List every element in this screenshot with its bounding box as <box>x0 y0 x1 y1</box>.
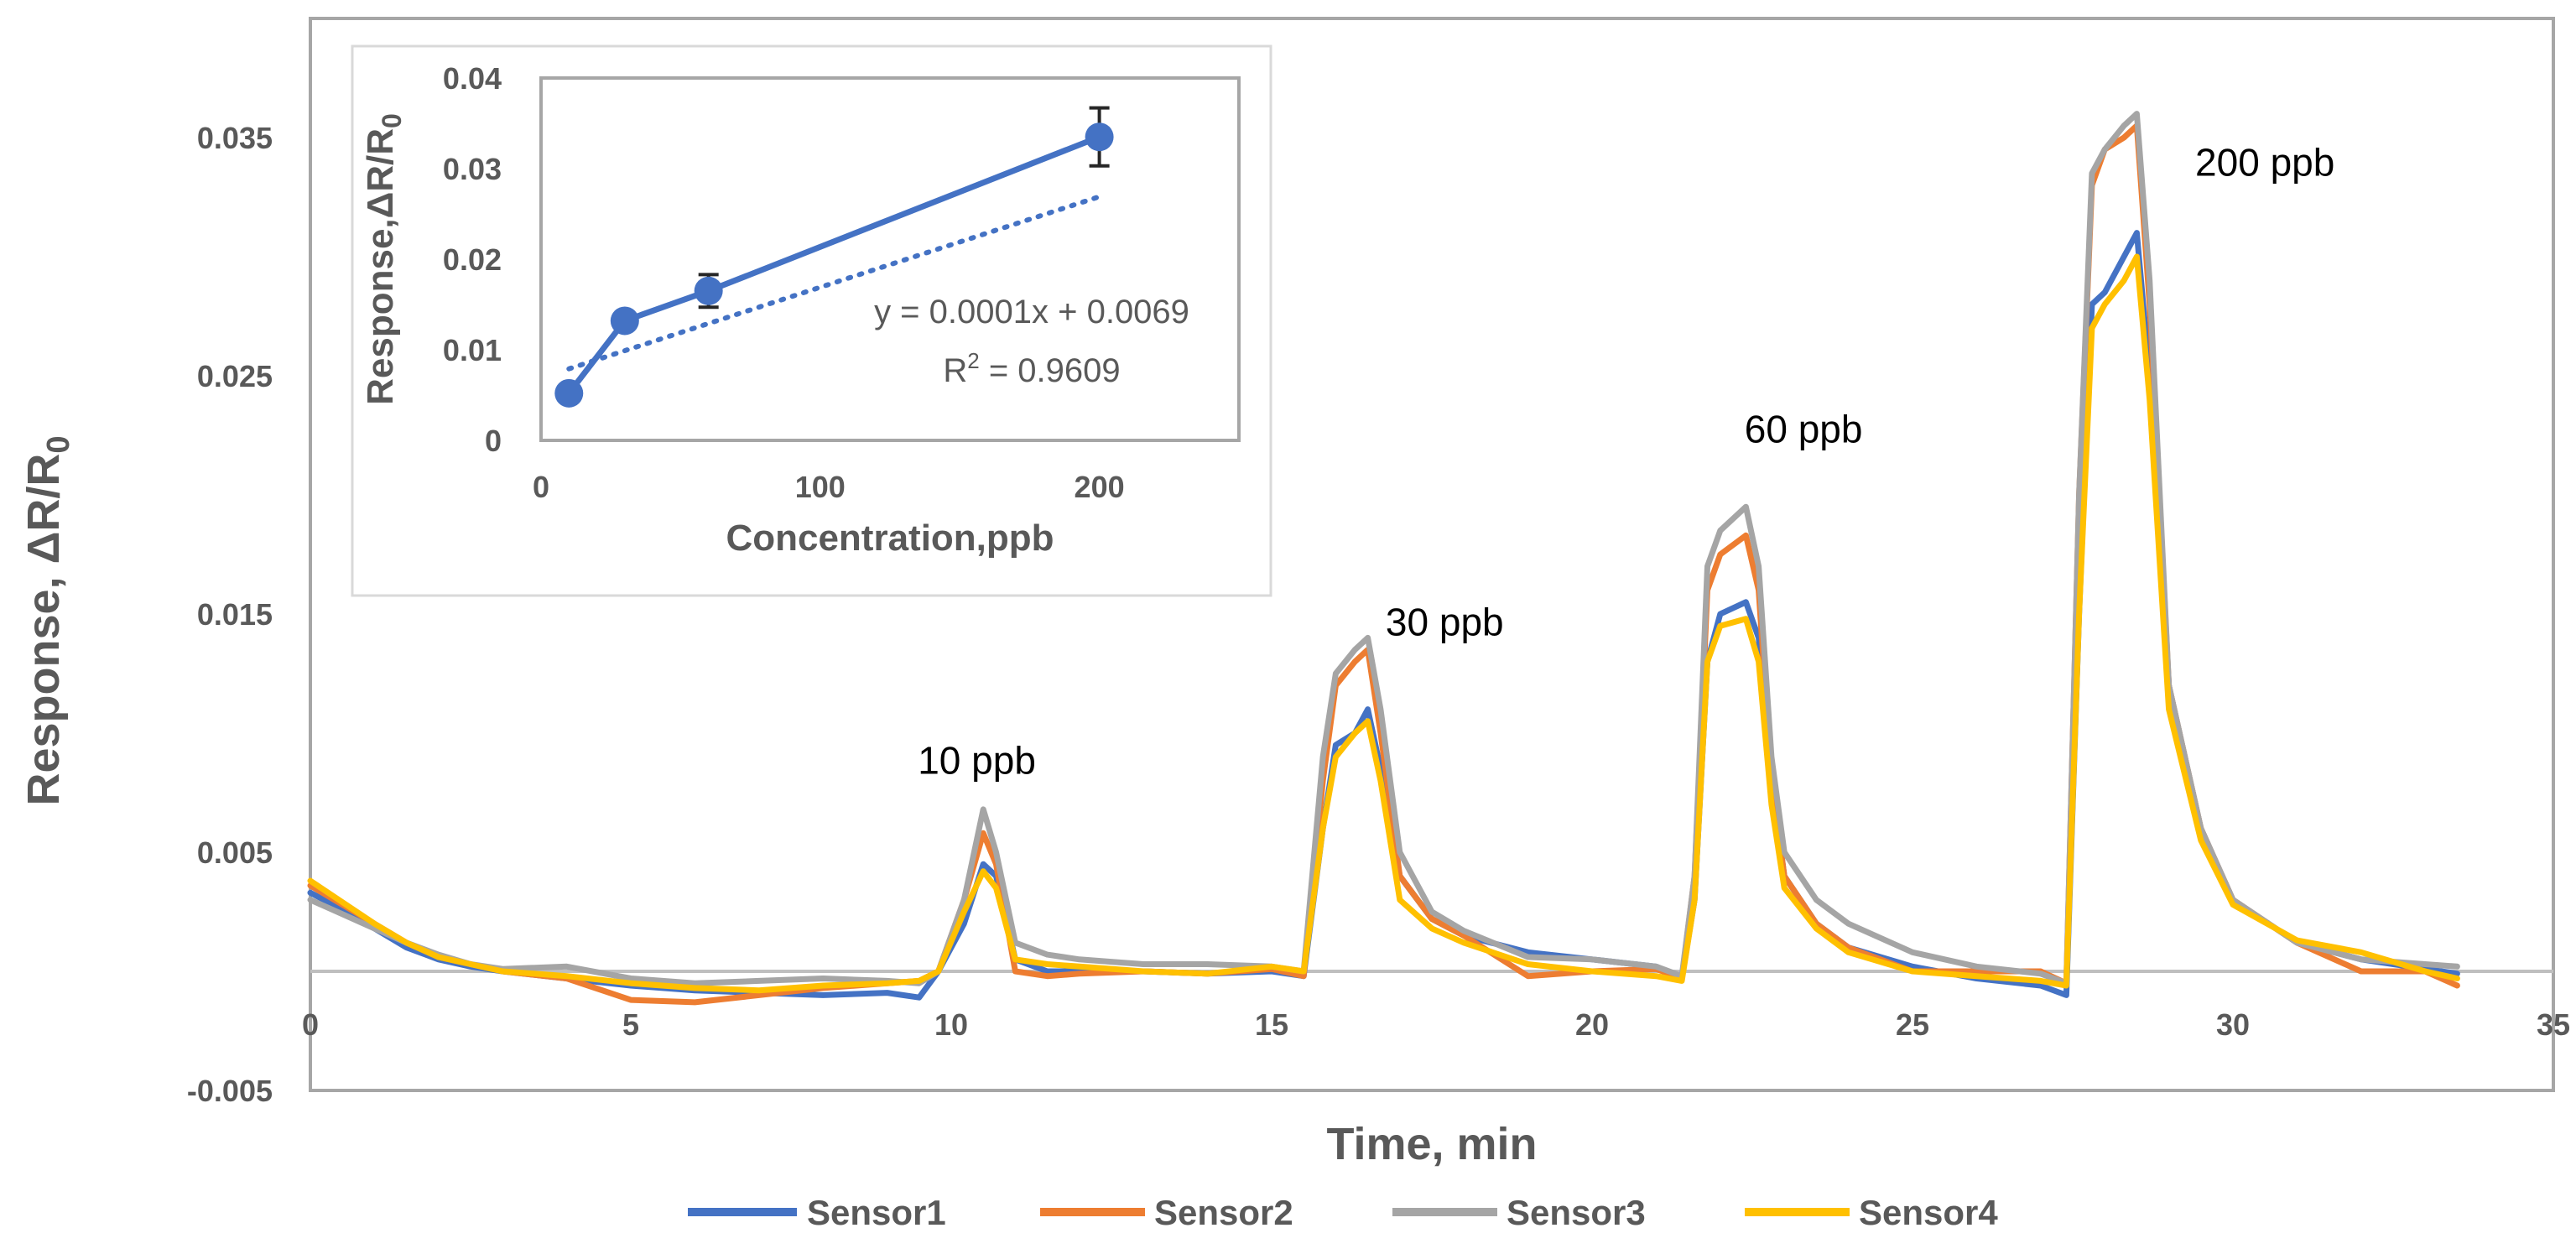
legend-label-sensor2: Sensor2 <box>1154 1193 1293 1232</box>
linear-trendline <box>566 194 1102 372</box>
data-point <box>610 306 639 336</box>
main-y-tick-label: 0.005 <box>197 835 273 870</box>
main-x-tick-label: 10 <box>934 1007 968 1042</box>
main-x-tick-label: 15 <box>1255 1007 1288 1042</box>
main-y-axis-title-subscript: 0 <box>41 435 76 453</box>
legend-label-sensor4: Sensor4 <box>1859 1193 1998 1232</box>
r-squared-value: = 0.9609 <box>980 352 1121 389</box>
calibration-line <box>566 133 1101 395</box>
inset-y-axis-title-subscript: 0 <box>377 113 407 128</box>
main-y-axis-title-text: Response, ΔR/R <box>18 454 69 806</box>
inset-x-tick-label: 0 <box>533 470 549 504</box>
inset-x-tick-label: 200 <box>1075 470 1125 504</box>
legend-item-sensor4[interactable]: Sensor4 <box>1745 1193 1998 1232</box>
main-y-axis-title: Response, ΔR/R0 <box>18 435 76 805</box>
r-squared-prefix: R <box>943 352 967 389</box>
data-point <box>1085 122 1114 152</box>
inset-plot-layer: 0 100 200 0 0.01 0.02 0.03 0.04 <box>443 61 1125 504</box>
main-x-tick-label: 0 <box>302 1007 319 1042</box>
main-x-tick-label: 35 <box>2537 1007 2570 1042</box>
inset-y-tick-label: 0.04 <box>443 61 502 96</box>
legend: Sensor1 Sensor2 Sensor3 Sensor4 <box>688 1193 1998 1232</box>
inset-y-axis-title: Response,ΔR/R0 <box>360 113 407 405</box>
main-y-tick-label: 0.035 <box>197 121 273 155</box>
data-point <box>694 276 723 305</box>
inset-y-axis-title-text: Response,ΔR/R <box>360 128 401 405</box>
series-line-sensor4 <box>307 253 2460 994</box>
main-plot-layer: 0 5 10 15 20 25 30 35-0.0050.0050.0150.0250.035… <box>187 111 2570 1108</box>
legend-item-sensor3[interactable]: Sensor3 <box>1392 1193 1646 1232</box>
inset-y-tick-label: 0.02 <box>443 242 502 277</box>
data-point <box>554 378 584 408</box>
inset-y-tick-label: 0.01 <box>443 333 502 367</box>
inset-x-tick-label: 100 <box>795 470 846 504</box>
inset-x-axis-title: Concentration,ppb <box>726 518 1054 559</box>
main-x-tick-label: 20 <box>1575 1007 1609 1042</box>
legend-label-sensor1: Sensor1 <box>807 1193 946 1232</box>
trendline-equation: y = 0.0001x + 0.0069 <box>874 294 1189 330</box>
main-x-tick-label: 25 <box>1896 1007 1929 1042</box>
main-y-tick-label: 0.015 <box>197 597 273 632</box>
concentration-annotation: 10 ppb <box>918 738 1036 782</box>
inset-plot-frame <box>539 76 1241 442</box>
inset-y-tick-label: 0.03 <box>443 152 502 186</box>
inset-y-tick-label: 0 <box>485 424 502 458</box>
series-line-sensor3 <box>307 111 2460 986</box>
legend-item-sensor2[interactable]: Sensor2 <box>1040 1193 1293 1232</box>
main-y-tick-label: 0.025 <box>197 359 273 393</box>
legend-item-sensor1[interactable]: Sensor1 <box>688 1193 946 1232</box>
concentration-annotation: 60 ppb <box>1745 408 1863 451</box>
legend-label-sensor3: Sensor3 <box>1507 1193 1646 1232</box>
r-squared-label: R2 = 0.9609 <box>943 348 1120 389</box>
main-x-tick-label: 30 <box>2216 1007 2250 1042</box>
r-squared-superscript: 2 <box>967 348 979 373</box>
main-x-axis-title: Time, min <box>1326 1119 1537 1169</box>
main-y-tick-label: -0.005 <box>187 1074 273 1108</box>
concentration-annotation: 30 ppb <box>1386 601 1504 644</box>
concentration-annotation: 200 ppb <box>2195 140 2334 184</box>
main-x-tick-label: 5 <box>622 1007 639 1042</box>
